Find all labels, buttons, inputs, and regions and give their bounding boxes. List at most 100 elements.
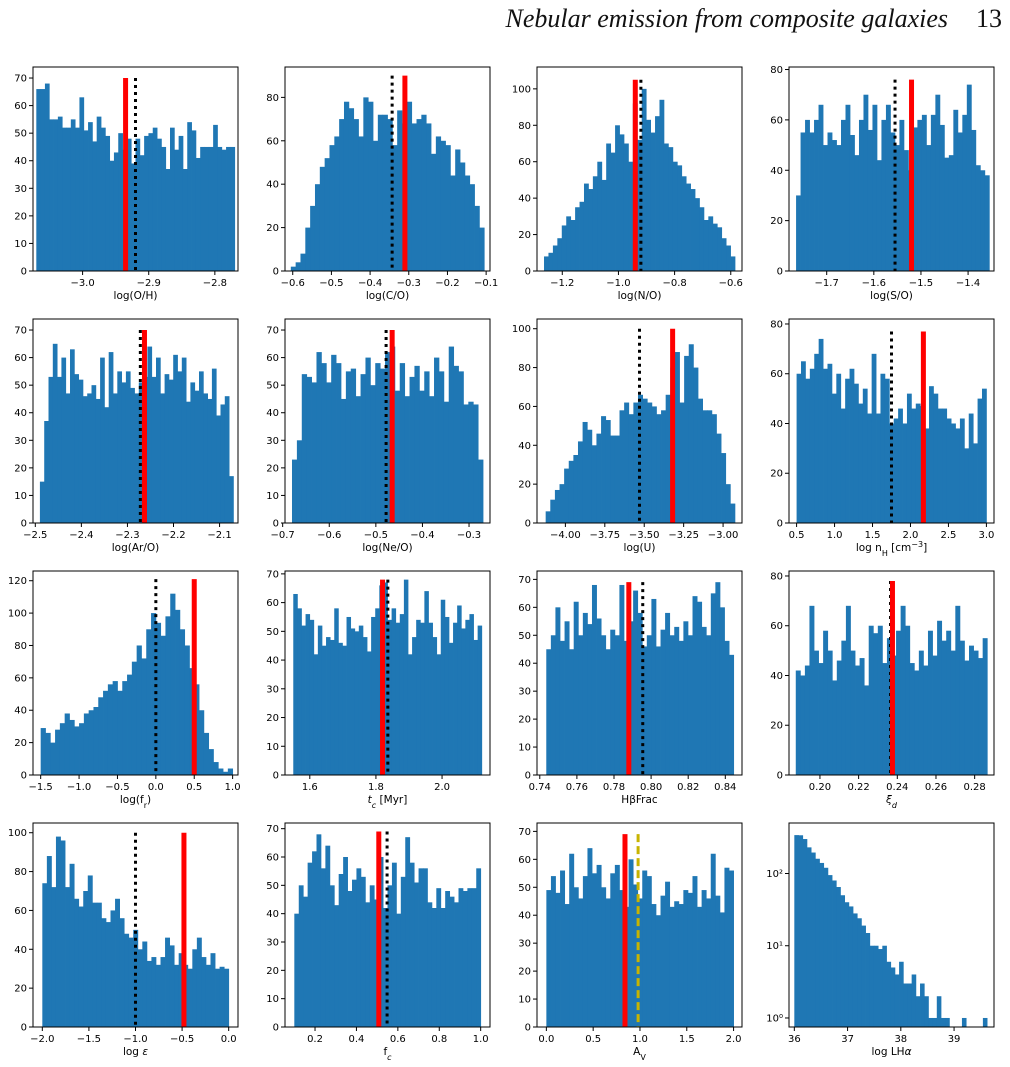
histogram-bar [474,205,480,271]
histogram-bar [325,845,331,1027]
histogram-bar [419,390,425,523]
histogram-bar [678,904,684,1027]
histogram-bar [605,898,611,1027]
histogram-bar [473,404,479,523]
histogram-bar [55,729,61,775]
histogram-bar [898,408,903,523]
histogram-bar [131,163,136,271]
y-tick-label: 0 [21,1023,27,1034]
y-tick-label: 0 [777,267,783,278]
histogram-bar [404,396,410,523]
histogram-bar [436,888,442,1027]
histogram-bar [444,616,450,775]
histogram-bar [651,406,657,523]
histogram-bar [911,408,917,523]
histogram-bar [92,141,98,271]
histogram-bar [75,127,80,272]
histogram-bar [894,145,900,271]
histogram-bar [104,407,110,523]
histogram-bar [953,109,959,271]
x-axis-label: fc [383,1046,392,1062]
histogram-bar [186,401,191,523]
histogram-bar [311,382,317,523]
histogram-bar [93,707,99,775]
histogram-bar [69,863,75,1027]
histogram-bar [877,625,883,775]
histogram-bar [697,906,703,1027]
histogram-bar [204,146,210,271]
histogram-bar [321,645,327,775]
histogram-bar [51,887,57,1027]
y-tick-label: 0 [777,519,783,530]
histogram-bar [177,371,183,523]
histogram-bar [582,612,588,775]
y-tick-label: 60 [266,353,279,364]
y-tick-label: 20 [770,469,783,480]
histogram-bar [113,152,119,271]
histogram-bar [914,670,920,775]
histogram-bar [409,376,415,523]
histogram-bar [74,374,80,523]
histogram-bar [955,428,961,523]
histogram-panel-16: 36 37 38 39 10⁰ 10¹ 10² log LHα [766,822,995,1058]
histogram-bar [924,996,929,1027]
x-tick-label: 0.0 [148,782,164,793]
histogram-bar [962,114,968,271]
histogram-bar [440,599,446,775]
histogram-bar [849,368,855,523]
histogram-bar [61,357,67,523]
x-tick-label: 39 [948,1034,961,1045]
histogram-bar [343,857,348,1027]
histogram-bar [579,201,585,271]
histogram-bar [310,205,316,271]
histogram-bar [946,418,952,523]
histogram-bar [463,404,469,523]
histogram-bar [806,847,812,1027]
histogram-bar [464,175,471,271]
histogram-bar [656,414,662,523]
y-tick-label: 50 [14,381,27,392]
histogram-bar [211,368,217,523]
histogram-bar [290,266,297,271]
histogram-bar [164,374,170,523]
histogram-bar [118,133,123,271]
histogram-bar [334,608,339,775]
histogram-bar [88,122,93,271]
histogram-bar [78,906,84,1027]
y-tick-label: 50 [266,627,279,638]
x-tick-label: 0.76 [566,782,588,793]
histogram-bar [982,1017,988,1027]
histogram-bar [182,169,188,271]
histogram-bar [840,895,846,1027]
histogram-bar [655,116,660,272]
histogram-bar [823,867,829,1027]
histogram-panel-2: −0.6 −0.5 −0.4 −0.3 −0.2 −0.1 0 20 40 60 80 log(C/O… [266,66,498,302]
histogram-bar [227,768,234,775]
x-tick-label: −0.6 [719,278,743,289]
histogram-bar [160,957,166,1027]
x-tick-label: −2.8 [203,278,227,289]
axes-frame [536,66,743,272]
histogram-bar [400,876,406,1027]
histogram-bar [60,840,66,1027]
histogram-bar [715,895,721,1027]
histogram-bar [550,635,556,775]
histogram-bar [876,413,881,523]
histogram-bar [619,134,625,271]
axes-frame [284,570,491,776]
histogram-bar [587,429,593,523]
histogram-bar [199,710,205,775]
x-tick-label: −1.0 [123,1034,147,1045]
x-tick-label: 1.0 [827,530,843,541]
histogram-bar [216,415,221,523]
histogram-panel-4: −1.7 −1.6 −1.5 −1.4 0 20 40 60 80 log(S/O) [770,65,995,302]
histogram-bar [347,891,353,1027]
histogram-bar [923,665,929,775]
histogram-bar [706,635,712,775]
histogram-bar [582,421,588,523]
axes-frame [788,822,995,1028]
axes-frame [32,66,239,272]
histogram-bar [100,357,105,523]
histogram-bar [646,876,652,1027]
x-tick-label: 1.0 [632,1034,648,1045]
